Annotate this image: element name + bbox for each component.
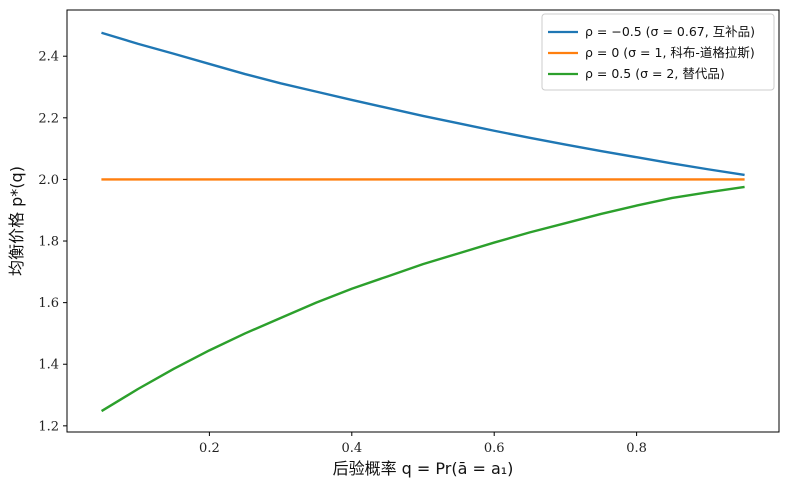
series-line-rho-neg (101, 31, 745, 177)
series-lines (100, 31, 745, 413)
legend-box (541, 13, 775, 91)
legend-label-rho-zero: ρ = 0 (σ = 1, 科布-道格拉斯) (585, 45, 755, 60)
y-tick-label: 1.8 (38, 235, 59, 250)
y-tick-label: 2.0 (38, 173, 59, 188)
series-line-rho-pos (100, 185, 745, 413)
legend: ρ = −0.5 (σ = 0.67, 互补品) ρ = 0 (σ = 1, 科… (541, 13, 775, 91)
y-tick-label: 2.2 (38, 111, 59, 126)
y-tick-label: 2.4 (38, 50, 59, 65)
y-axis-label: 均衡价格 p*(q) (7, 166, 26, 276)
axis-ticks: 0.2 0.4 0.6 0.8 1.2 1.4 1.6 1.8 2.0 2.2 2.4 (38, 50, 647, 456)
x-tick-label: 0.2 (199, 441, 220, 456)
x-tick-label: 0.6 (484, 441, 505, 456)
y-tick-label: 1.6 (38, 296, 59, 311)
y-tick-label: 1.4 (38, 358, 59, 373)
y-tick-label: 1.2 (38, 419, 59, 434)
plot-frame (66, 9, 780, 433)
legend-label-rho-pos: ρ = 0.5 (σ = 2, 替代品) (585, 66, 725, 81)
x-tick-label: 0.4 (341, 441, 362, 456)
x-axis-label: 后验概率 q = Pr(ā = a₁) (333, 459, 514, 478)
legend-label-rho-neg: ρ = −0.5 (σ = 0.67, 互补品) (585, 24, 755, 39)
x-tick-label: 0.8 (626, 441, 647, 456)
